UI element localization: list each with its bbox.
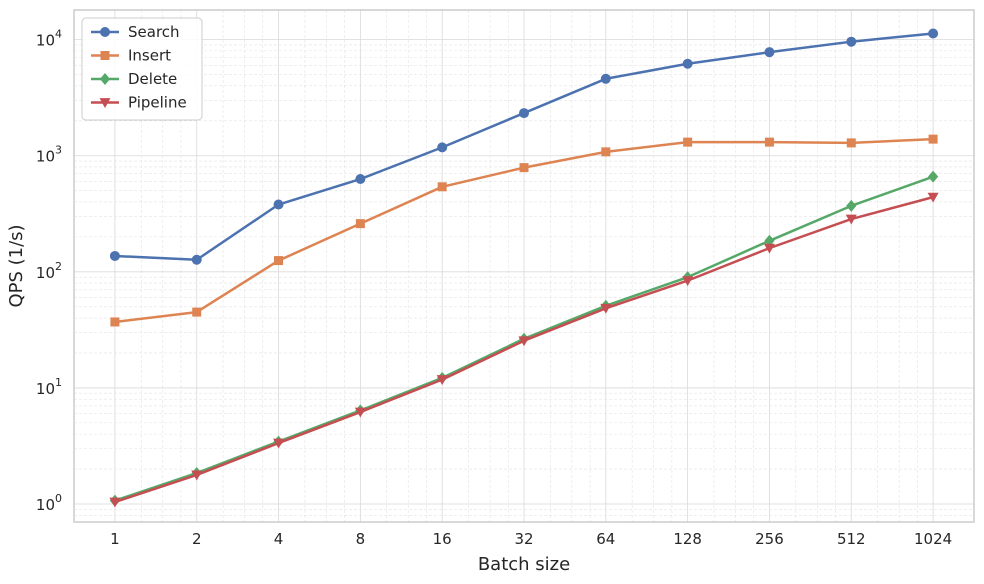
x-tick-label: 128	[673, 530, 702, 548]
data-point-pipeline	[845, 214, 857, 225]
data-point-insert	[928, 134, 938, 144]
legend-marker	[100, 51, 110, 60]
data-point-insert	[274, 256, 284, 266]
series-pipeline	[109, 192, 939, 508]
x-tick-label: 8	[356, 530, 366, 548]
data-point-insert	[355, 219, 365, 229]
data-point-search	[519, 108, 529, 119]
y-tick-label: 100	[36, 492, 62, 514]
data-point-pipeline	[436, 375, 448, 386]
data-point-pipeline	[191, 470, 203, 481]
data-point-delete	[927, 170, 939, 183]
plot-frame	[73, 9, 975, 523]
legend-marker	[99, 73, 111, 85]
x-tick-label: 1024	[914, 530, 952, 548]
x-tick-label: 512	[837, 530, 866, 548]
data-point-insert	[192, 307, 202, 317]
legend-item-insert: Insert	[91, 47, 171, 65]
x-tick-label: 2	[192, 530, 202, 548]
data-point-pipeline	[354, 407, 366, 418]
data-point-search	[191, 254, 202, 265]
data-point-pipeline	[682, 276, 694, 287]
legend-label: Insert	[128, 47, 171, 65]
legend: Search Insert Delete Pipeline	[81, 17, 203, 121]
data-point-search	[600, 73, 611, 84]
data-point-delete	[846, 199, 857, 212]
data-point-insert	[846, 138, 856, 148]
legend-label: Delete	[128, 70, 177, 88]
data-point-pipeline	[109, 497, 121, 508]
x-axis-ticks: 1 2 4 8 16 32 64 128 256 512 1024	[110, 530, 952, 548]
series-layer	[109, 28, 939, 508]
x-tick-label: 4	[274, 530, 284, 548]
x-tick-label: 1	[110, 530, 120, 548]
y-tick-label: 102	[36, 260, 62, 282]
data-point-search	[273, 199, 284, 210]
x-tick-label: 32	[514, 530, 533, 548]
legend-label: Pipeline	[128, 94, 187, 112]
legend-item-delete: Delete	[91, 70, 177, 88]
legend-box	[81, 17, 203, 121]
x-axis-title: Batch size	[478, 554, 570, 575]
y-tick-label: 103	[36, 144, 62, 166]
x-tick-label: 16	[433, 530, 452, 548]
data-point-search	[109, 250, 120, 261]
y-axis-title: QPS (1/s)	[6, 224, 27, 307]
data-point-pipeline	[518, 336, 530, 347]
y-axis-ticks: 100 101 102 103 104	[36, 28, 62, 514]
legend-marker	[100, 27, 110, 37]
data-point-insert	[110, 317, 120, 327]
x-tick-label: 256	[755, 530, 784, 548]
y-tick-label: 104	[36, 28, 62, 50]
series-search	[109, 28, 939, 265]
series-insert	[110, 134, 938, 327]
data-point-pipeline	[273, 438, 285, 449]
data-point-search	[355, 174, 366, 185]
data-point-pipeline	[927, 192, 939, 203]
x-tick-label: 64	[596, 530, 615, 548]
data-point-insert	[683, 137, 693, 147]
legend-item-search: Search	[91, 23, 180, 41]
data-point-search	[928, 28, 939, 39]
data-point-insert	[437, 182, 447, 192]
legend-item-pipeline: Pipeline	[91, 94, 187, 112]
data-point-pipeline	[763, 243, 775, 254]
grid	[74, 10, 974, 523]
y-tick-label: 101	[36, 376, 62, 398]
data-point-insert	[601, 147, 611, 157]
legend-marker	[99, 98, 111, 108]
data-point-pipeline	[600, 303, 612, 314]
legend-label: Search	[128, 23, 180, 41]
data-point-search	[846, 36, 857, 47]
data-point-insert	[764, 137, 774, 147]
data-point-search	[682, 58, 693, 69]
data-point-insert	[519, 163, 529, 173]
data-point-search	[437, 142, 448, 153]
data-point-search	[764, 47, 775, 58]
